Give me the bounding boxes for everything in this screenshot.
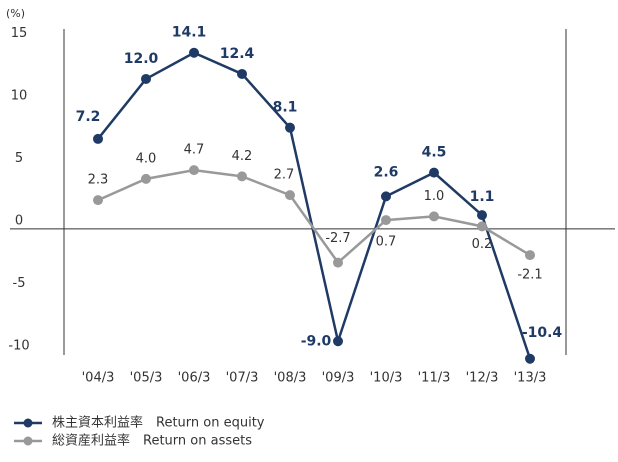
x-tick-label: '06/3 xyxy=(178,371,211,386)
value-label: 4.0 xyxy=(136,151,157,166)
value-label: 4.2 xyxy=(232,149,253,164)
legend-dot xyxy=(23,436,33,446)
point xyxy=(189,165,199,176)
value-label: -10.4 xyxy=(522,325,563,341)
x-tick-label: '05/3 xyxy=(130,371,163,386)
point xyxy=(285,190,295,201)
x-tick-label: '13/3 xyxy=(514,371,547,386)
point xyxy=(141,173,151,184)
value-label: 2.3 xyxy=(88,173,109,188)
value-label: 12.0 xyxy=(124,51,159,67)
point xyxy=(237,171,247,182)
value-label: 12.4 xyxy=(220,46,255,62)
x-tick-label: '07/3 xyxy=(226,371,259,386)
value-label: 0.2 xyxy=(472,237,493,252)
x-tick-label: '09/3 xyxy=(322,371,355,386)
value-label: 4.5 xyxy=(422,145,447,161)
point xyxy=(381,191,391,202)
x-tick-label: '10/3 xyxy=(370,371,403,386)
value-label: 4.7 xyxy=(184,143,205,158)
x-tick-label: '12/3 xyxy=(466,371,499,386)
point xyxy=(285,122,295,133)
value-label: 7.2 xyxy=(76,109,101,125)
y-tick-label: -10 xyxy=(8,338,29,353)
value-label: 1.0 xyxy=(424,189,445,204)
point xyxy=(93,195,103,206)
point xyxy=(141,73,151,84)
x-tick-label: '08/3 xyxy=(274,371,307,386)
point xyxy=(525,353,535,364)
value-label: -2.1 xyxy=(517,268,542,283)
point xyxy=(237,68,247,79)
point xyxy=(333,257,343,268)
y-tick-label: 5 xyxy=(15,151,23,166)
value-label: 0.7 xyxy=(376,235,397,250)
value-label: -2.7 xyxy=(325,231,350,246)
point xyxy=(477,210,487,221)
y-tick-label: -5 xyxy=(13,276,26,291)
value-label: -9.0 xyxy=(301,333,332,349)
legend-dot xyxy=(23,418,33,428)
y-unit: (%) xyxy=(6,7,25,20)
value-label: 2.7 xyxy=(274,168,295,183)
series-line xyxy=(97,168,531,265)
y-tick-label: 15 xyxy=(11,26,28,41)
legend-label: 株主資本利益率 Return on equity xyxy=(52,415,265,431)
point xyxy=(429,211,439,222)
point xyxy=(429,167,439,178)
point xyxy=(525,250,535,261)
point xyxy=(381,215,391,226)
value-label: 1.1 xyxy=(470,189,495,205)
x-tick-label: '04/3 xyxy=(82,371,115,386)
value-label: 2.6 xyxy=(374,164,399,180)
value-label: 14.1 xyxy=(172,25,207,41)
value-label: 8.1 xyxy=(273,100,298,116)
point xyxy=(189,47,199,58)
series-line xyxy=(97,51,532,360)
y-tick-label: 10 xyxy=(11,88,28,103)
legend-label: 総資産利益率 Return on assets xyxy=(52,433,252,449)
point xyxy=(93,133,103,144)
x-tick-label: '11/3 xyxy=(418,371,451,386)
point xyxy=(477,221,487,232)
point xyxy=(333,336,343,347)
y-tick-label: 0 xyxy=(15,213,23,228)
